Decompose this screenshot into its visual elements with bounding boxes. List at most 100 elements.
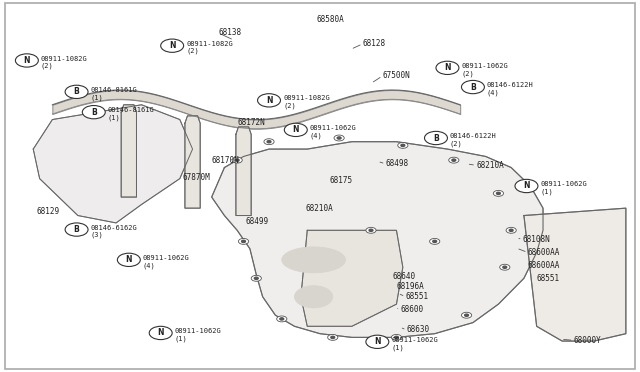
Circle shape (452, 159, 456, 161)
Text: 68129: 68129 (36, 206, 60, 216)
Text: 68600AA: 68600AA (528, 261, 560, 270)
Polygon shape (236, 127, 251, 215)
Text: 68128: 68128 (363, 39, 386, 48)
Text: 08911-1062G: 08911-1062G (143, 255, 189, 261)
Circle shape (503, 266, 507, 268)
Polygon shape (212, 142, 543, 337)
Text: 68210A: 68210A (476, 161, 504, 170)
Text: 68640: 68640 (393, 272, 416, 281)
Circle shape (267, 141, 271, 143)
Circle shape (337, 137, 341, 139)
Circle shape (366, 335, 389, 349)
Text: 08911-1062G: 08911-1062G (392, 337, 438, 343)
Circle shape (334, 135, 344, 141)
Circle shape (328, 334, 338, 340)
Text: B: B (74, 87, 79, 96)
Circle shape (506, 227, 516, 233)
Text: B: B (433, 134, 439, 142)
Circle shape (366, 227, 376, 233)
Circle shape (429, 238, 440, 244)
Circle shape (392, 334, 401, 340)
Circle shape (83, 106, 105, 119)
Circle shape (117, 253, 140, 266)
Text: 68170N: 68170N (212, 155, 239, 165)
Circle shape (461, 312, 472, 318)
Text: 68498: 68498 (386, 159, 409, 169)
Text: 67870M: 67870M (183, 173, 211, 182)
Text: 08146-8161G: 08146-8161G (91, 87, 138, 93)
Text: 68551: 68551 (405, 292, 429, 301)
Text: N: N (444, 63, 451, 72)
Text: 68210A: 68210A (306, 204, 333, 214)
Text: 68108N: 68108N (523, 235, 550, 244)
Text: B: B (74, 225, 79, 234)
Text: (1): (1) (175, 335, 188, 342)
Circle shape (236, 159, 239, 161)
Circle shape (254, 277, 258, 279)
Text: 68196A: 68196A (396, 282, 424, 291)
Circle shape (397, 142, 408, 148)
Polygon shape (185, 116, 200, 208)
Circle shape (449, 157, 459, 163)
Text: N: N (24, 56, 30, 65)
Text: 68600AA: 68600AA (528, 248, 560, 257)
Circle shape (280, 318, 284, 320)
Ellipse shape (282, 247, 346, 273)
Text: N: N (125, 255, 132, 264)
Text: 08911-1082G: 08911-1082G (283, 96, 330, 102)
Text: 68172N: 68172N (237, 118, 265, 127)
Text: N: N (266, 96, 272, 105)
Circle shape (251, 275, 261, 281)
Circle shape (242, 240, 246, 243)
Text: (4): (4) (143, 262, 156, 269)
Text: (2): (2) (41, 63, 54, 69)
Circle shape (401, 144, 404, 147)
Circle shape (276, 316, 287, 322)
Circle shape (331, 336, 335, 339)
Text: 08146-6162G: 08146-6162G (91, 225, 138, 231)
Circle shape (149, 326, 172, 340)
Circle shape (493, 190, 504, 196)
Circle shape (424, 131, 447, 145)
Text: (2): (2) (450, 140, 463, 147)
Text: (1): (1) (540, 188, 553, 195)
Circle shape (161, 39, 184, 52)
Circle shape (433, 240, 436, 243)
Text: 08911-1082G: 08911-1082G (186, 41, 233, 47)
Text: N: N (524, 182, 530, 190)
Circle shape (436, 61, 459, 74)
Text: (3): (3) (91, 232, 103, 238)
Text: 68138: 68138 (218, 28, 241, 37)
Circle shape (509, 229, 513, 231)
Polygon shape (301, 230, 403, 326)
Text: (2): (2) (283, 103, 296, 109)
Text: 68600: 68600 (400, 305, 424, 314)
Text: 08146-6122H: 08146-6122H (487, 82, 534, 88)
Text: 08146-8161G: 08146-8161G (108, 107, 154, 113)
Text: 68580A: 68580A (317, 15, 344, 24)
Text: N: N (169, 41, 175, 50)
Text: 67500N: 67500N (383, 71, 410, 80)
Circle shape (515, 179, 538, 193)
Text: 68499: 68499 (246, 217, 269, 225)
Text: 08146-6122H: 08146-6122H (450, 133, 497, 139)
Ellipse shape (294, 286, 333, 308)
Text: (1): (1) (108, 115, 120, 121)
Text: 68551: 68551 (537, 274, 560, 283)
Text: N: N (292, 125, 299, 134)
Text: (4): (4) (487, 89, 500, 96)
Circle shape (264, 139, 274, 145)
Text: (4): (4) (310, 132, 323, 139)
Circle shape (232, 157, 243, 163)
Text: (1): (1) (392, 344, 404, 350)
Polygon shape (121, 105, 136, 197)
Polygon shape (524, 208, 626, 341)
Circle shape (497, 192, 500, 195)
Text: N: N (374, 337, 381, 346)
Text: (1): (1) (91, 94, 103, 101)
Text: 68630: 68630 (406, 326, 430, 334)
Text: 08911-1062G: 08911-1062G (461, 63, 508, 69)
Text: 08911-1082G: 08911-1082G (41, 56, 88, 62)
Circle shape (394, 336, 398, 339)
Circle shape (284, 123, 307, 137)
